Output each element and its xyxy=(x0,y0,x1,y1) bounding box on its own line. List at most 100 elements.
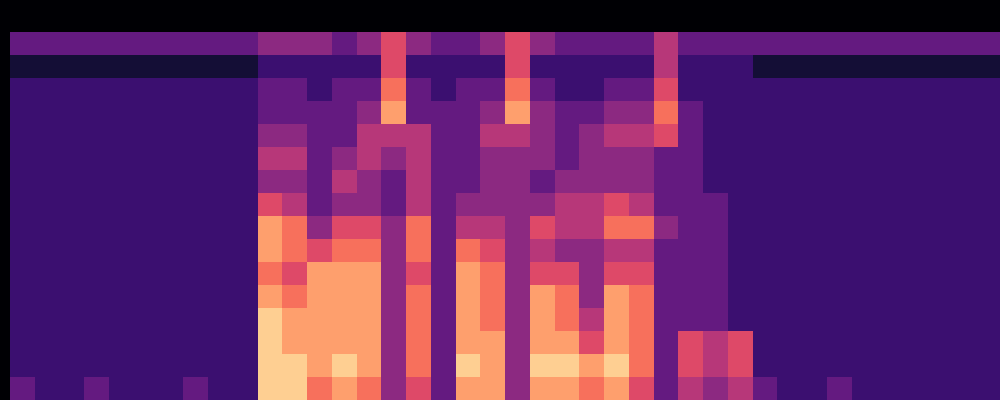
heatmap-cell xyxy=(357,78,382,102)
heatmap-cell xyxy=(381,124,406,148)
heatmap-cell xyxy=(678,285,703,309)
heatmap-cell xyxy=(951,124,976,148)
heatmap-cell xyxy=(975,216,1000,240)
heatmap-cell xyxy=(975,78,1000,102)
heatmap-cell xyxy=(629,331,654,355)
heatmap-cell xyxy=(926,216,951,240)
heatmap-cell xyxy=(60,377,85,400)
heatmap-cell xyxy=(183,170,208,194)
heatmap-cell xyxy=(777,101,802,125)
heatmap-cell xyxy=(753,55,778,79)
heatmap-cell xyxy=(876,170,901,194)
heatmap-cell xyxy=(555,377,580,400)
heatmap-cell xyxy=(753,331,778,355)
heatmap-cell xyxy=(109,285,134,309)
heatmap-cell xyxy=(357,193,382,217)
heatmap-cell xyxy=(753,147,778,171)
heatmap-cell xyxy=(678,55,703,79)
heatmap-cell xyxy=(60,285,85,309)
heatmap-cell xyxy=(505,216,530,240)
heatmap-cell xyxy=(35,216,60,240)
heatmap-cell xyxy=(159,78,184,102)
heatmap-cell xyxy=(777,239,802,263)
heatmap-cell xyxy=(282,147,307,171)
heatmap-cell xyxy=(555,193,580,217)
heatmap-cell xyxy=(282,331,307,355)
heatmap-cell xyxy=(629,101,654,125)
heatmap-cell xyxy=(431,124,456,148)
heatmap-cell xyxy=(332,308,357,332)
heatmap-cell xyxy=(827,193,852,217)
heatmap-cell xyxy=(678,32,703,56)
heatmap-cell xyxy=(629,239,654,263)
heatmap-cell xyxy=(381,377,406,400)
heatmap-cell xyxy=(183,262,208,286)
heatmap-cell xyxy=(802,377,827,400)
heatmap-cell xyxy=(307,262,332,286)
heatmap-cell xyxy=(579,170,604,194)
heatmap-cell xyxy=(406,354,431,378)
heatmap-cell xyxy=(10,308,35,332)
heatmap-cell xyxy=(233,262,258,286)
heatmap-cell xyxy=(258,78,283,102)
heatmap-cell xyxy=(678,216,703,240)
heatmap-cell xyxy=(109,101,134,125)
heatmap-cell xyxy=(208,55,233,79)
heatmap-cell xyxy=(35,331,60,355)
heatmap-cell xyxy=(60,354,85,378)
heatmap-cell xyxy=(134,32,159,56)
heatmap-cell xyxy=(901,78,926,102)
heatmap-cell xyxy=(84,377,109,400)
heatmap-cell xyxy=(876,124,901,148)
heatmap-cell xyxy=(827,377,852,400)
heatmap-cell xyxy=(456,78,481,102)
heatmap-cell xyxy=(134,78,159,102)
heatmap-cell xyxy=(654,32,679,56)
heatmap-cell xyxy=(654,124,679,148)
heatmap-cell xyxy=(604,239,629,263)
heatmap-cell xyxy=(703,170,728,194)
heatmap-cell xyxy=(753,170,778,194)
heatmap-cell xyxy=(678,308,703,332)
heatmap-cell xyxy=(84,216,109,240)
heatmap-cell xyxy=(208,262,233,286)
heatmap-cell xyxy=(357,170,382,194)
heatmap-cell xyxy=(579,216,604,240)
heatmap-cell xyxy=(480,216,505,240)
heatmap-cell xyxy=(282,193,307,217)
heatmap-cell xyxy=(629,308,654,332)
heatmap-cell xyxy=(134,124,159,148)
heatmap-cell xyxy=(233,78,258,102)
heatmap-cell xyxy=(406,170,431,194)
heatmap-cell xyxy=(926,32,951,56)
heatmap-cell xyxy=(926,239,951,263)
heatmap-cell xyxy=(926,78,951,102)
heatmap-cell xyxy=(406,285,431,309)
heatmap-cell xyxy=(431,147,456,171)
heatmap-cell xyxy=(555,147,580,171)
heatmap-cell xyxy=(703,239,728,263)
heatmap-cell xyxy=(753,262,778,286)
heatmap-cell xyxy=(901,124,926,148)
heatmap-cell xyxy=(505,308,530,332)
heatmap-cell xyxy=(827,147,852,171)
heatmap-cell xyxy=(852,354,877,378)
heatmap-cell xyxy=(629,193,654,217)
heatmap-cell xyxy=(109,354,134,378)
heatmap-cell xyxy=(84,262,109,286)
heatmap-cell xyxy=(307,331,332,355)
heatmap-cell xyxy=(852,377,877,400)
heatmap-cell xyxy=(258,377,283,400)
heatmap-cell xyxy=(654,377,679,400)
heatmap-cell xyxy=(480,193,505,217)
heatmap-cell xyxy=(159,124,184,148)
heatmap-cell xyxy=(728,170,753,194)
heatmap-cell xyxy=(530,285,555,309)
heatmap-cell xyxy=(431,285,456,309)
heatmap-cell xyxy=(357,239,382,263)
heatmap-cell xyxy=(555,101,580,125)
heatmap-cell xyxy=(307,101,332,125)
heatmap-cell xyxy=(555,239,580,263)
heatmap-cell xyxy=(84,285,109,309)
heatmap-cell xyxy=(530,354,555,378)
